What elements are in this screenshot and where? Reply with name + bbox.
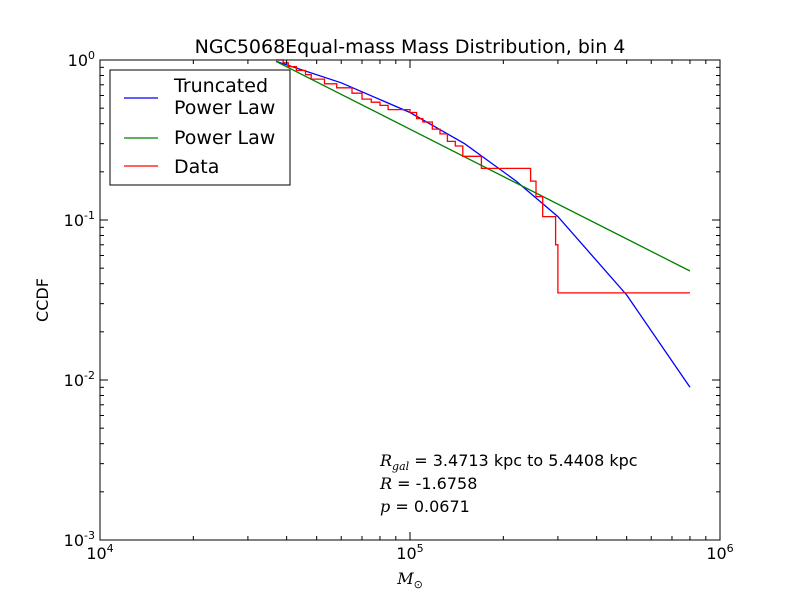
y-tick-label: 100 [68, 49, 95, 70]
x-tick-label-base: 10 [396, 544, 416, 563]
x-axis-label: M⊙ [396, 569, 423, 591]
x-tick-label-exponent: 4 [107, 542, 114, 555]
y-tick-label-base: 10 [64, 211, 84, 230]
y-tick-label-exponent: -1 [84, 209, 95, 222]
y-tick-label-exponent: -3 [84, 529, 95, 542]
annotation-rgal-subscript: gal [392, 460, 410, 473]
y-tick-label-exponent: 0 [88, 49, 95, 62]
annotation-rgal: Rgal = 3.4713 kpc to 5.4408 kpc [379, 451, 638, 473]
legend-label-truncated-power-law-line2: Power Law [174, 97, 275, 119]
x-tick-label-exponent: 6 [727, 542, 734, 555]
annotation-r-symbol: R [379, 474, 392, 493]
legend-label-truncated-power-law: Truncated Power Law [173, 75, 275, 119]
x-axis-label-subscript: ⊙ [414, 578, 423, 591]
chart-title: NGC5068Equal-mass Mass Distribution, bin… [195, 36, 626, 58]
plot-frame [99, 59, 721, 541]
series-line-truncated-power-law [275, 60, 691, 388]
y-axis-label: CCDF [33, 278, 52, 322]
annotation-r-text: = -1.6758 [392, 474, 477, 493]
y-tick-label: 10-1 [64, 209, 95, 230]
annotation-p: p = 0.0671 [380, 497, 470, 516]
y-tick-label-base: 10 [64, 371, 84, 390]
annotation-p-text: = 0.0671 [390, 497, 470, 516]
x-tick-label: 105 [396, 542, 423, 563]
annotation-p-symbol: p [380, 497, 390, 516]
y-tick-label: 10-2 [64, 369, 95, 390]
x-tick-label: 104 [86, 542, 113, 563]
series-layer [275, 59, 691, 388]
annotation-block: Rgal = 3.4713 kpc to 5.4408 kpc R = -1.6… [379, 451, 638, 516]
y-tick-label-exponent: -2 [84, 369, 95, 382]
legend: Truncated Power Law Power Law Data [109, 69, 291, 186]
x-tick-label-base: 10 [86, 544, 106, 563]
legend-label-truncated-power-law-line1: Truncated [173, 75, 268, 97]
series-line-data [276, 59, 690, 294]
x-tick-label-exponent: 5 [417, 542, 424, 555]
legend-label-power-law: Power Law [174, 127, 275, 149]
x-axis-label-symbol: M [396, 569, 414, 588]
annotation-rgal-text: = 3.4713 kpc to 5.4408 kpc [409, 451, 637, 470]
x-tick-label-base: 10 [706, 544, 726, 563]
annotation-rgal-symbol: R [379, 451, 392, 470]
y-tick-label-base: 10 [68, 51, 88, 70]
annotation-r: R = -1.6758 [379, 474, 477, 493]
legend-label-data: Data [174, 156, 219, 178]
series-line-power-law [275, 60, 691, 272]
y-tick-label-base: 10 [64, 531, 84, 550]
y-tick-label: 10-3 [64, 529, 95, 550]
x-tick-label: 106 [706, 542, 733, 563]
